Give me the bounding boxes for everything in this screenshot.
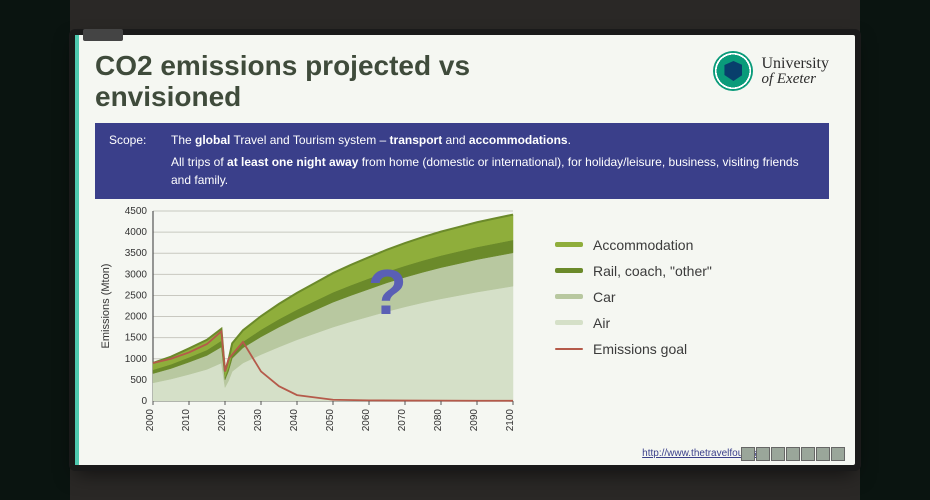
svg-text:2090: 2090 [469, 408, 480, 431]
toolbar-icon[interactable] [741, 447, 755, 461]
university-badge: University of Exeter [713, 51, 829, 91]
university-seal-icon [713, 51, 753, 91]
toolbar-icon[interactable] [801, 447, 815, 461]
chart-zone: 0 500 1000 1500 2000 2500 3000 3500 4000 4500 2000… [95, 205, 829, 455]
university-line2: of Exeter [761, 72, 829, 87]
svg-text:2500: 2500 [125, 290, 148, 301]
legend-label: Car [593, 289, 616, 305]
scope-line-1: The global Travel and Tourism system – t… [171, 131, 815, 149]
legend-label: Accommodation [593, 237, 693, 253]
legend-swatch [555, 268, 583, 273]
toolbar-icon[interactable] [771, 447, 785, 461]
slide-title: CO2 emissions projected vs envisioned [95, 51, 595, 113]
svg-text:2010: 2010 [181, 408, 192, 431]
legend-swatch [555, 242, 583, 247]
svg-text:2070: 2070 [397, 408, 408, 431]
toolbar-icon[interactable] [831, 447, 845, 461]
university-name: University of Exeter [761, 56, 829, 87]
svg-text:2020: 2020 [217, 408, 228, 431]
svg-text:2030: 2030 [253, 408, 264, 431]
toolbar-icon[interactable] [786, 447, 800, 461]
legend-item: Accommodation [555, 237, 712, 253]
toolbar-icon[interactable] [816, 447, 830, 461]
legend-swatch [555, 348, 583, 350]
legend-item: Air [555, 315, 712, 331]
svg-text:1000: 1000 [125, 353, 148, 364]
legend-item: Car [555, 289, 712, 305]
svg-text:Emissions (Mton): Emissions (Mton) [100, 263, 112, 348]
slide: CO2 emissions projected vs envisioned Un… [75, 35, 855, 465]
svg-text:2000: 2000 [125, 311, 148, 322]
legend-item: Emissions goal [555, 341, 712, 357]
svg-text:3000: 3000 [125, 269, 148, 280]
question-mark-icon: ? [368, 255, 407, 329]
svg-text:2000: 2000 [145, 408, 156, 431]
legend-swatch [555, 294, 583, 299]
svg-text:500: 500 [130, 374, 147, 385]
room-left [0, 0, 70, 500]
header-row: CO2 emissions projected vs envisioned Un… [95, 51, 829, 113]
svg-text:1500: 1500 [125, 332, 148, 343]
svg-text:3500: 3500 [125, 248, 148, 259]
svg-text:2040: 2040 [289, 408, 300, 431]
legend-label: Rail, coach, "other" [593, 263, 712, 279]
legend: Accommodation Rail, coach, "other" Car Air E… [555, 205, 712, 455]
projection-screen: CO2 emissions projected vs envisioned Un… [75, 35, 855, 465]
legend-label: Emissions goal [593, 341, 687, 357]
toolbar-icon[interactable] [756, 447, 770, 461]
scope-line-2: All trips of at least one night away fro… [171, 153, 815, 189]
svg-text:4000: 4000 [125, 227, 148, 238]
svg-text:0: 0 [141, 396, 147, 407]
svg-text:2100: 2100 [505, 408, 516, 431]
legend-label: Air [593, 315, 610, 331]
svg-text:4500: 4500 [125, 206, 148, 217]
university-line1: University [761, 56, 829, 72]
presenter-toolbar [741, 447, 845, 461]
slide-accent-bar [75, 35, 79, 465]
scope-label: Scope: [109, 131, 161, 149]
room-right [860, 0, 930, 500]
chart-svg: 0 500 1000 1500 2000 2500 3000 3500 4000 4500 2000… [95, 205, 535, 455]
svg-text:2050: 2050 [325, 408, 336, 431]
scope-box: Scope: The global Travel and Tourism sys… [95, 123, 829, 199]
chart: 0 500 1000 1500 2000 2500 3000 3500 4000 4500 2000… [95, 205, 535, 455]
svg-text:2060: 2060 [361, 408, 372, 431]
svg-text:2080: 2080 [433, 408, 444, 431]
legend-item: Rail, coach, "other" [555, 263, 712, 279]
legend-swatch [555, 320, 583, 325]
